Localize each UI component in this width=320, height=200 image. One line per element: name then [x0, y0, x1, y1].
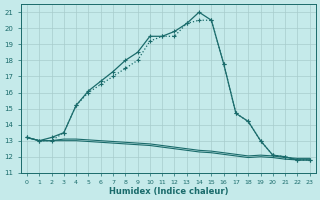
X-axis label: Humidex (Indice chaleur): Humidex (Indice chaleur): [108, 187, 228, 196]
